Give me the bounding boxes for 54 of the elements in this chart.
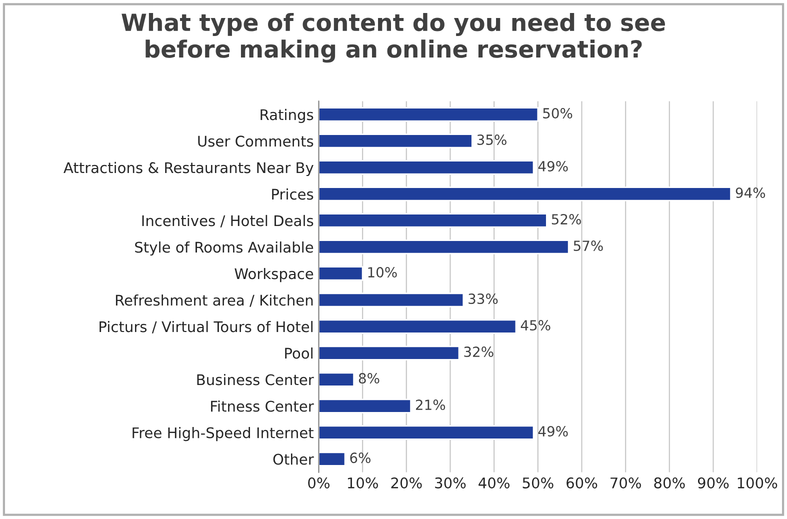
y-tick-label: Free High-Speed Internet (132, 426, 314, 442)
bar (318, 292, 464, 308)
y-tick-label: Business Center (197, 374, 314, 386)
bar (318, 186, 732, 202)
data-label: 50% (543, 108, 572, 118)
y-tick-label: Workspace (234, 268, 314, 282)
y-tick-label: Pool (285, 347, 313, 359)
data-label: 94% (736, 188, 766, 198)
data-label: 35% (477, 134, 506, 145)
bar (318, 160, 534, 175)
x-tick-label: 100% (738, 477, 778, 488)
x-tick-label: 70% (610, 477, 641, 488)
chart-title: What type of content do you need to see before making an online reservation? (122, 12, 665, 63)
bar (318, 319, 517, 334)
bar (318, 452, 346, 466)
data-label: 57% (574, 240, 603, 252)
x-tick-label: 30% (435, 477, 466, 488)
data-label: 45% (520, 320, 550, 331)
x-tick-label: 0% (308, 477, 330, 488)
y-tick-label: Fitness Center (211, 400, 314, 412)
data-label: 6% (350, 452, 370, 464)
y-tick-label: Ratings (260, 108, 314, 124)
y-tick-label: Attractions & Restaurants Near By (64, 162, 314, 176)
data-label: 32% (464, 346, 494, 358)
bar (318, 107, 539, 122)
bar (318, 213, 548, 228)
y-tick-label: User Comments (198, 136, 314, 147)
x-tick-label: 10% (348, 477, 378, 488)
bar (318, 372, 354, 387)
bar (318, 134, 473, 148)
data-label: 33% (468, 294, 498, 304)
y-tick-label: Other (273, 453, 314, 465)
x-tick-label: 50% (522, 477, 554, 488)
y-tick-label: Prices (272, 188, 314, 200)
y-tick-label: Picturs / Virtual Tours of Hotel (100, 320, 313, 334)
data-label: 10% (368, 267, 397, 278)
y-tick-label: Refreshment area / Kitchen (116, 294, 313, 307)
y-tick-label: Style of Rooms Available (135, 241, 314, 256)
x-tick-label: 40% (478, 477, 510, 488)
x-tick-label: 80% (654, 477, 685, 488)
data-label: 8% (358, 373, 380, 384)
data-label: 52% (552, 214, 581, 225)
data-label: 49% (538, 426, 568, 437)
x-tick-label: 20% (391, 477, 422, 488)
bar (318, 398, 412, 414)
bar (318, 266, 364, 281)
bar (318, 346, 460, 360)
data-label: 21% (416, 400, 446, 410)
x-tick-label: 60% (566, 477, 598, 488)
x-tick-label: 90% (698, 477, 729, 488)
bar (318, 425, 534, 440)
y-tick-label: Incentives / Hotel Deals (142, 214, 314, 228)
bar (318, 240, 570, 254)
data-label: 49% (538, 160, 568, 172)
